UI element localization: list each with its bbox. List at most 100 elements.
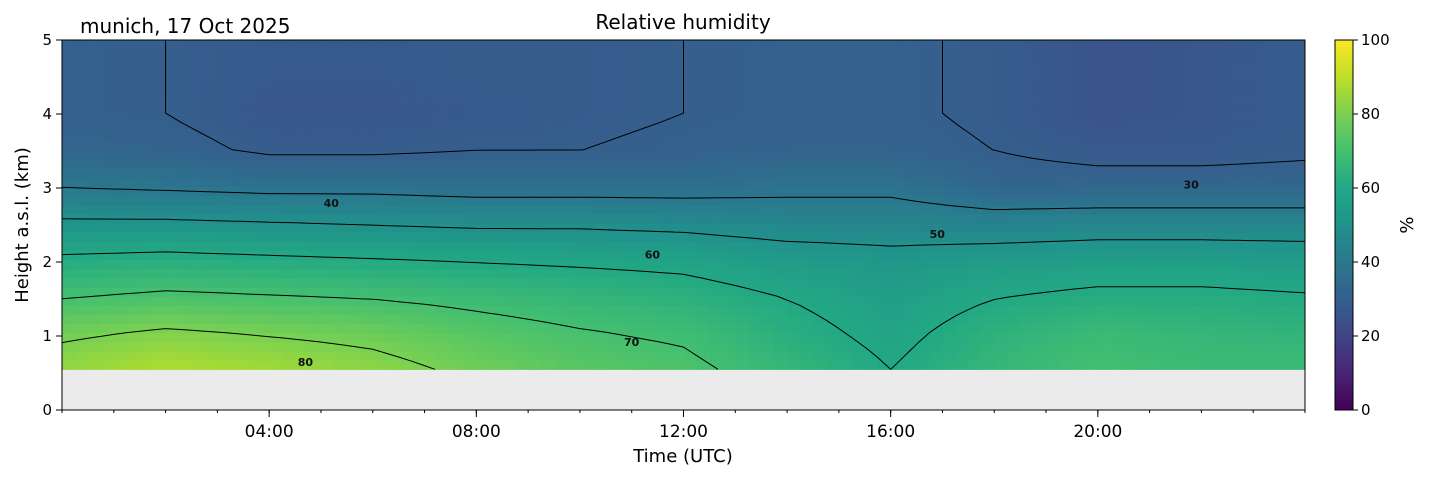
heatmap-cell [139, 360, 154, 370]
heatmap-cell [178, 259, 193, 270]
heatmap-cell [838, 250, 853, 261]
heatmap-cell [1123, 351, 1138, 361]
heatmap-cell [670, 314, 685, 325]
heatmap-cell [385, 49, 400, 59]
heatmap-cell [670, 332, 685, 343]
heatmap-cell [1214, 360, 1228, 370]
heatmap-cell [217, 158, 231, 169]
heatmap-cell [968, 140, 982, 151]
heatmap-cell [554, 149, 568, 160]
heatmap-cell [541, 58, 555, 69]
heatmap-cell [1253, 250, 1267, 261]
heatmap-cell [644, 149, 659, 160]
heatmap-cell [1201, 76, 1215, 87]
heatmap-cell [942, 241, 957, 251]
heatmap-cell [1058, 49, 1073, 59]
heatmap-cell [489, 314, 503, 325]
heatmap-cell [657, 305, 672, 316]
heatmap-cell [1188, 360, 1203, 370]
heatmap-cell [100, 332, 115, 343]
heatmap-cell [579, 341, 594, 352]
heatmap-cell [916, 296, 931, 306]
heatmap-cell [722, 195, 736, 206]
heatmap-cell [994, 277, 1008, 288]
heatmap-cell [243, 94, 257, 105]
heatmap-cell [670, 341, 685, 352]
heatmap-cell [1240, 40, 1254, 50]
heatmap-cell [1279, 76, 1293, 87]
heatmap-cell [243, 296, 257, 306]
heatmap-cell [204, 277, 218, 288]
heatmap-cell [515, 195, 529, 206]
heatmap-cell [1097, 131, 1112, 142]
heatmap-cell [515, 250, 529, 261]
heatmap-cell [1253, 222, 1267, 233]
heatmap-cell [851, 140, 866, 151]
heatmap-cell [1253, 314, 1267, 325]
heatmap-cell [191, 168, 206, 178]
heatmap-cell [411, 241, 426, 251]
heatmap-cell [528, 277, 542, 288]
heatmap-cell [1071, 186, 1086, 197]
heatmap-cell [1214, 250, 1228, 261]
heatmap-cell [126, 49, 141, 59]
heatmap-cell [1175, 40, 1190, 50]
heatmap-cell [424, 341, 439, 352]
heatmap-cell [696, 250, 710, 261]
heatmap-cell [178, 232, 193, 242]
heatmap-cell [1292, 241, 1305, 251]
heatmap-cell [1007, 341, 1021, 352]
heatmap-cell [851, 195, 866, 206]
heatmap-cell [1058, 122, 1073, 133]
heatmap-cell [787, 286, 801, 297]
heatmap-cell [735, 341, 749, 352]
heatmap-cell [916, 341, 931, 352]
heatmap-cell [709, 168, 723, 178]
heatmap-cell [359, 360, 374, 370]
heatmap-cell [605, 222, 620, 233]
heatmap-cell [657, 85, 672, 96]
heatmap-cell [554, 94, 568, 105]
heatmap-cell [528, 296, 542, 306]
heatmap-cell [204, 286, 218, 297]
heatmap-cell [774, 76, 788, 87]
heatmap-cell [864, 104, 879, 114]
heatmap-cell [450, 341, 464, 352]
heatmap-cell [320, 286, 335, 297]
heatmap-cell [592, 360, 607, 370]
heatmap-cell [709, 140, 723, 151]
heatmap-cell [761, 85, 775, 96]
heatmap-cell [774, 296, 788, 306]
heatmap-cell [566, 149, 581, 160]
heatmap-cell [955, 259, 969, 270]
heatmap-cell [1149, 76, 1164, 87]
heatmap-cell [269, 305, 283, 316]
heatmap-cell [644, 122, 659, 133]
heatmap-cell [1110, 104, 1125, 114]
heatmap-cell [631, 113, 646, 123]
heatmap-cell [812, 332, 827, 343]
heatmap-cell [631, 323, 646, 334]
heatmap-cell [748, 104, 762, 114]
heatmap-cell [515, 58, 529, 69]
heatmap-cell [1033, 177, 1047, 187]
heatmap-cell [1020, 113, 1034, 123]
heatmap-cell [308, 259, 322, 270]
heatmap-cell [903, 351, 918, 361]
heatmap-cell [152, 58, 167, 69]
heatmap-cell [282, 140, 296, 151]
heatmap-cell [74, 40, 89, 50]
heatmap-cell [761, 122, 775, 133]
heatmap-cell [787, 113, 801, 123]
heatmap-cell [256, 213, 270, 224]
heatmap-cell [955, 168, 969, 178]
heatmap-cell [994, 122, 1008, 133]
heatmap-cell [592, 113, 607, 123]
heatmap-cell [851, 204, 866, 215]
heatmap-cell [282, 213, 296, 224]
heatmap-cell [929, 204, 944, 215]
heatmap-cell [761, 204, 775, 215]
heatmap-cell [631, 122, 646, 133]
heatmap-cell [502, 222, 516, 233]
heatmap-cell [981, 351, 995, 361]
